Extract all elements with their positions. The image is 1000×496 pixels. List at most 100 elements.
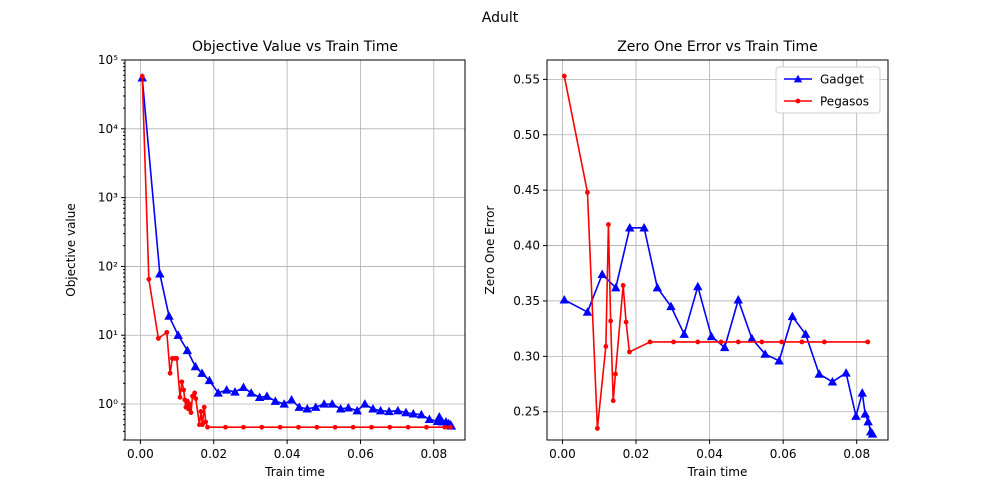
data-point (262, 391, 272, 400)
series-gadget (559, 223, 878, 438)
data-point (343, 403, 354, 412)
y-tick-label: 10⁰ (98, 397, 118, 411)
data-point (647, 339, 653, 345)
data-point (799, 339, 805, 345)
data-point (384, 406, 394, 416)
data-point (623, 319, 629, 325)
data-point (368, 404, 378, 413)
series-pegasos (139, 73, 453, 430)
legend-label: Gadget (820, 73, 864, 87)
data-point (841, 368, 851, 377)
data-point (733, 295, 743, 304)
data-point (679, 329, 689, 338)
data-point (787, 311, 798, 321)
data-point (442, 424, 448, 430)
data-point (408, 409, 418, 418)
x-tick-label: 0.02 (623, 447, 650, 461)
legend: Gadget Pegasos (775, 66, 881, 114)
data-point (695, 339, 701, 345)
data-point (177, 394, 183, 400)
legend-label: Pegasos (820, 95, 869, 109)
y-tick-label: 0.55 (513, 72, 540, 86)
data-point (302, 404, 312, 413)
chart-title: Zero One Error vs Train Time (617, 39, 818, 55)
y-tick-label: 10⁵ (98, 53, 118, 67)
data-point (594, 425, 600, 431)
data-point (821, 339, 827, 345)
data-point (652, 282, 663, 292)
data-point (393, 405, 403, 415)
data-point (857, 388, 867, 397)
data-point (401, 407, 411, 417)
data-point (611, 282, 621, 292)
figure-suptitle: Adult (482, 10, 519, 26)
data-point (164, 329, 170, 335)
data-point (296, 424, 301, 430)
data-point (332, 424, 338, 430)
data-point (759, 339, 765, 345)
series-pegasos (561, 73, 871, 431)
data-point (192, 390, 198, 396)
data-point (860, 409, 870, 418)
data-point (182, 345, 193, 355)
data-point (201, 404, 207, 410)
data-point (327, 399, 337, 408)
data-point (561, 73, 567, 79)
x-axis-label: Train time (264, 465, 325, 479)
y-tick-label: 0.30 (513, 349, 540, 363)
data-point (246, 388, 256, 397)
data-point (277, 424, 283, 430)
x-tick-label: 0.06 (347, 447, 374, 461)
chart-title: Objective Value vs Train Time (192, 39, 398, 55)
data-point (827, 377, 838, 386)
y-tick-label: 0.40 (513, 239, 540, 253)
data-point (181, 387, 187, 393)
data-point (582, 307, 593, 316)
data-point (155, 269, 165, 278)
y-tick-label: 0.45 (513, 183, 540, 197)
data-point (706, 331, 717, 341)
data-point (434, 412, 445, 421)
data-point (671, 339, 676, 345)
data-point (199, 422, 205, 428)
data-point (139, 73, 145, 79)
data-point (424, 424, 429, 430)
data-point (188, 410, 194, 416)
y-tick-label: 10² (98, 259, 118, 273)
data-point (186, 406, 191, 412)
data-point (213, 388, 223, 397)
data-point (294, 402, 304, 411)
data-point (174, 356, 180, 361)
data-point (352, 405, 362, 415)
data-point (693, 281, 703, 291)
data-point (286, 395, 297, 404)
data-point (405, 424, 411, 430)
data-point (639, 223, 649, 232)
data-point (319, 399, 329, 408)
data-point (197, 368, 207, 377)
data-point (311, 402, 321, 411)
y-tick-label: 10³ (98, 191, 118, 205)
data-point (610, 398, 616, 404)
data-point (603, 343, 609, 349)
data-point (666, 301, 676, 311)
data-point (760, 349, 770, 358)
data-point (774, 355, 784, 365)
data-point (259, 424, 265, 430)
data-point (375, 405, 386, 415)
data-point (187, 401, 192, 407)
objective-value-chart: 0.00 0.02 0.04 0.06 0.08 10⁰ 10¹ 10² 10³ 10⁴ 10⁵ Ob… (64, 39, 466, 479)
data-point (241, 424, 246, 430)
x-tick-label: 0.00 (127, 447, 154, 461)
data-point (620, 283, 626, 288)
data-point (204, 375, 215, 385)
data-point (626, 349, 632, 355)
data-point (625, 223, 635, 232)
x-tick-label: 0.00 (549, 447, 576, 461)
x-tick-label: 0.08 (843, 447, 870, 461)
x-axis-label: Train time (687, 465, 748, 479)
x-tick-label: 0.02 (200, 447, 227, 461)
data-point (254, 392, 265, 402)
data-point (719, 342, 730, 352)
